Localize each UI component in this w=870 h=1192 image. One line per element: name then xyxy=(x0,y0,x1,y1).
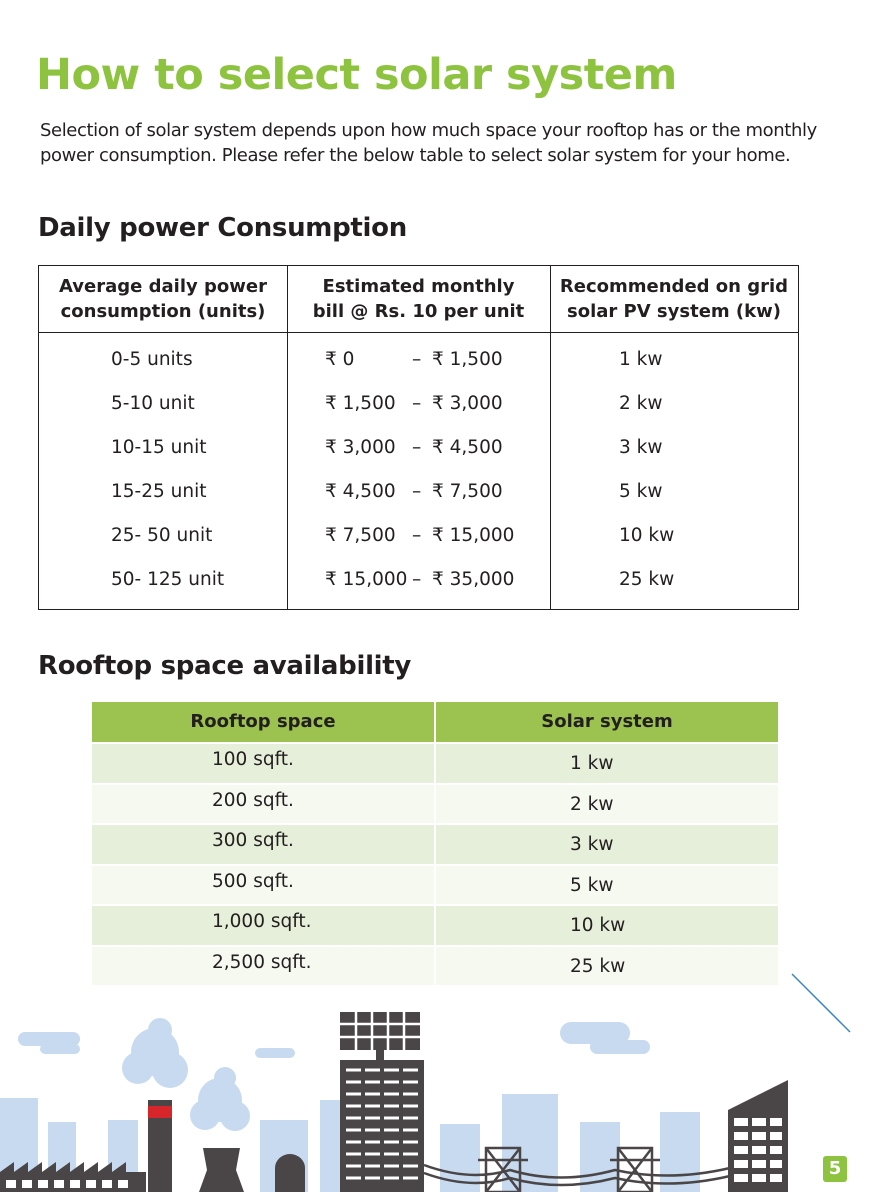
cell-solar-system: 2 kw xyxy=(570,793,614,815)
cell-bill-from: ₹ 15,000 xyxy=(325,569,408,590)
cell-system: 2 kw xyxy=(619,393,663,414)
cell-units: 25- 50 unit xyxy=(111,525,213,546)
cell-solar-system: 5 kw xyxy=(570,874,614,896)
cell-rooftop-space: 200 sqft. xyxy=(212,789,294,811)
cell-system: 25 kw xyxy=(619,569,675,590)
header-estimated-monthly-bill: Estimated monthly bill @ Rs. 10 per unit xyxy=(312,276,525,322)
cell-units: 0-5 units xyxy=(111,349,193,370)
cell-dash: – xyxy=(412,437,422,458)
cell-bill-to: ₹ 35,000 xyxy=(432,569,515,590)
daily-consumption-heading: Daily power Consumption xyxy=(38,213,407,243)
cell-bill-to: ₹ 15,000 xyxy=(432,525,515,546)
cell-dash: – xyxy=(412,481,422,502)
cell-dash: – xyxy=(412,393,422,414)
page-title: How to select solar system xyxy=(36,50,677,100)
cell-system: 3 kw xyxy=(619,437,663,458)
cell-rooftop-space: 300 sqft. xyxy=(212,830,294,851)
header-rooftop-space: Rooftop space xyxy=(92,702,436,742)
daily-table-row: 50- 125 unit ₹ 15,000– ₹ 35,000 25 kw xyxy=(39,569,798,599)
rooftop-table-header: Rooftop space Solar system xyxy=(92,702,778,744)
cell-bill-from: ₹ 1,500 xyxy=(325,393,396,414)
cell-bill-to: ₹ 7,500 xyxy=(432,481,503,502)
cell-units: 50- 125 unit xyxy=(111,569,225,590)
cell-units: 10-15 unit xyxy=(111,437,207,458)
header-recommended-system: Recommended on grid solar PV system (kw) xyxy=(559,276,789,322)
cell-bill-to: ₹ 4,500 xyxy=(432,437,503,458)
cell-rooftop-space: 2,500 sqft. xyxy=(212,951,312,973)
cell-dash: – xyxy=(412,349,422,370)
cell-system: 5 kw xyxy=(619,481,663,502)
cell-bill-from: ₹ 3,000 xyxy=(325,437,396,458)
cell-rooftop-space: 500 sqft. xyxy=(212,870,294,892)
cell-system: 10 kw xyxy=(619,525,675,546)
cell-solar-system: 1 kw xyxy=(570,753,614,774)
cell-units: 15-25 unit xyxy=(111,481,207,502)
cell-rooftop-space: 1,000 sqft. xyxy=(212,911,312,932)
rooftop-table-row: 500 sqft. 5 kw xyxy=(92,865,778,906)
daily-table-row: 25- 50 unit ₹ 7,500– ₹ 15,000 10 kw xyxy=(39,525,798,555)
cell-system: 1 kw xyxy=(619,349,663,370)
cell-rooftop-space: 100 sqft. xyxy=(212,749,294,770)
rooftop-table-row: 300 sqft. 3 kw xyxy=(92,825,778,866)
cell-bill-from: ₹ 0 xyxy=(325,349,355,370)
cell-dash: – xyxy=(412,525,422,546)
cell-solar-system: 10 kw xyxy=(570,915,626,936)
cell-bill-to: ₹ 3,000 xyxy=(432,393,503,414)
rooftop-space-table: Rooftop space Solar system 100 sqft. 1 kw… xyxy=(92,702,778,987)
daily-table-row: 5-10 unit ₹ 1,500– ₹ 3,000 2 kw xyxy=(39,393,798,423)
cell-solar-system: 25 kw xyxy=(570,955,626,977)
daily-consumption-table: Average daily power consumption (units) E… xyxy=(38,265,799,610)
rooftop-space-heading: Rooftop space availability xyxy=(38,651,412,681)
cell-bill-to: ₹ 1,500 xyxy=(432,349,503,370)
rooftop-table-row: 2,500 sqft. 25 kw xyxy=(92,946,778,987)
cell-bill-from: ₹ 4,500 xyxy=(325,481,396,502)
page-number: 5 xyxy=(823,1156,847,1182)
cell-solar-system: 3 kw xyxy=(570,834,614,855)
rooftop-table-row: 1,000 sqft. 10 kw xyxy=(92,906,778,947)
city-skyline-illustration xyxy=(0,973,851,1192)
header-solar-system: Solar system xyxy=(541,711,673,732)
cell-units: 5-10 unit xyxy=(111,393,195,414)
rooftop-table-row: 200 sqft. 2 kw xyxy=(92,784,778,825)
daily-table-row: 0-5 units ₹ 0 – ₹ 1,500 1 kw xyxy=(39,349,798,379)
cell-dash: – xyxy=(412,569,422,590)
intro-text: Selection of solar system depends upon h… xyxy=(40,120,817,166)
header-average-daily-consumption: Average daily power consumption (units) xyxy=(59,276,267,322)
cell-bill-from: ₹ 7,500 xyxy=(325,525,396,546)
rooftop-table-row: 100 sqft. 1 kw xyxy=(92,744,778,785)
daily-table-row: 15-25 unit ₹ 4,500– ₹ 7,500 5 kw xyxy=(39,481,798,511)
daily-table-row: 10-15 unit ₹ 3,000– ₹ 4,500 3 kw xyxy=(39,437,798,467)
